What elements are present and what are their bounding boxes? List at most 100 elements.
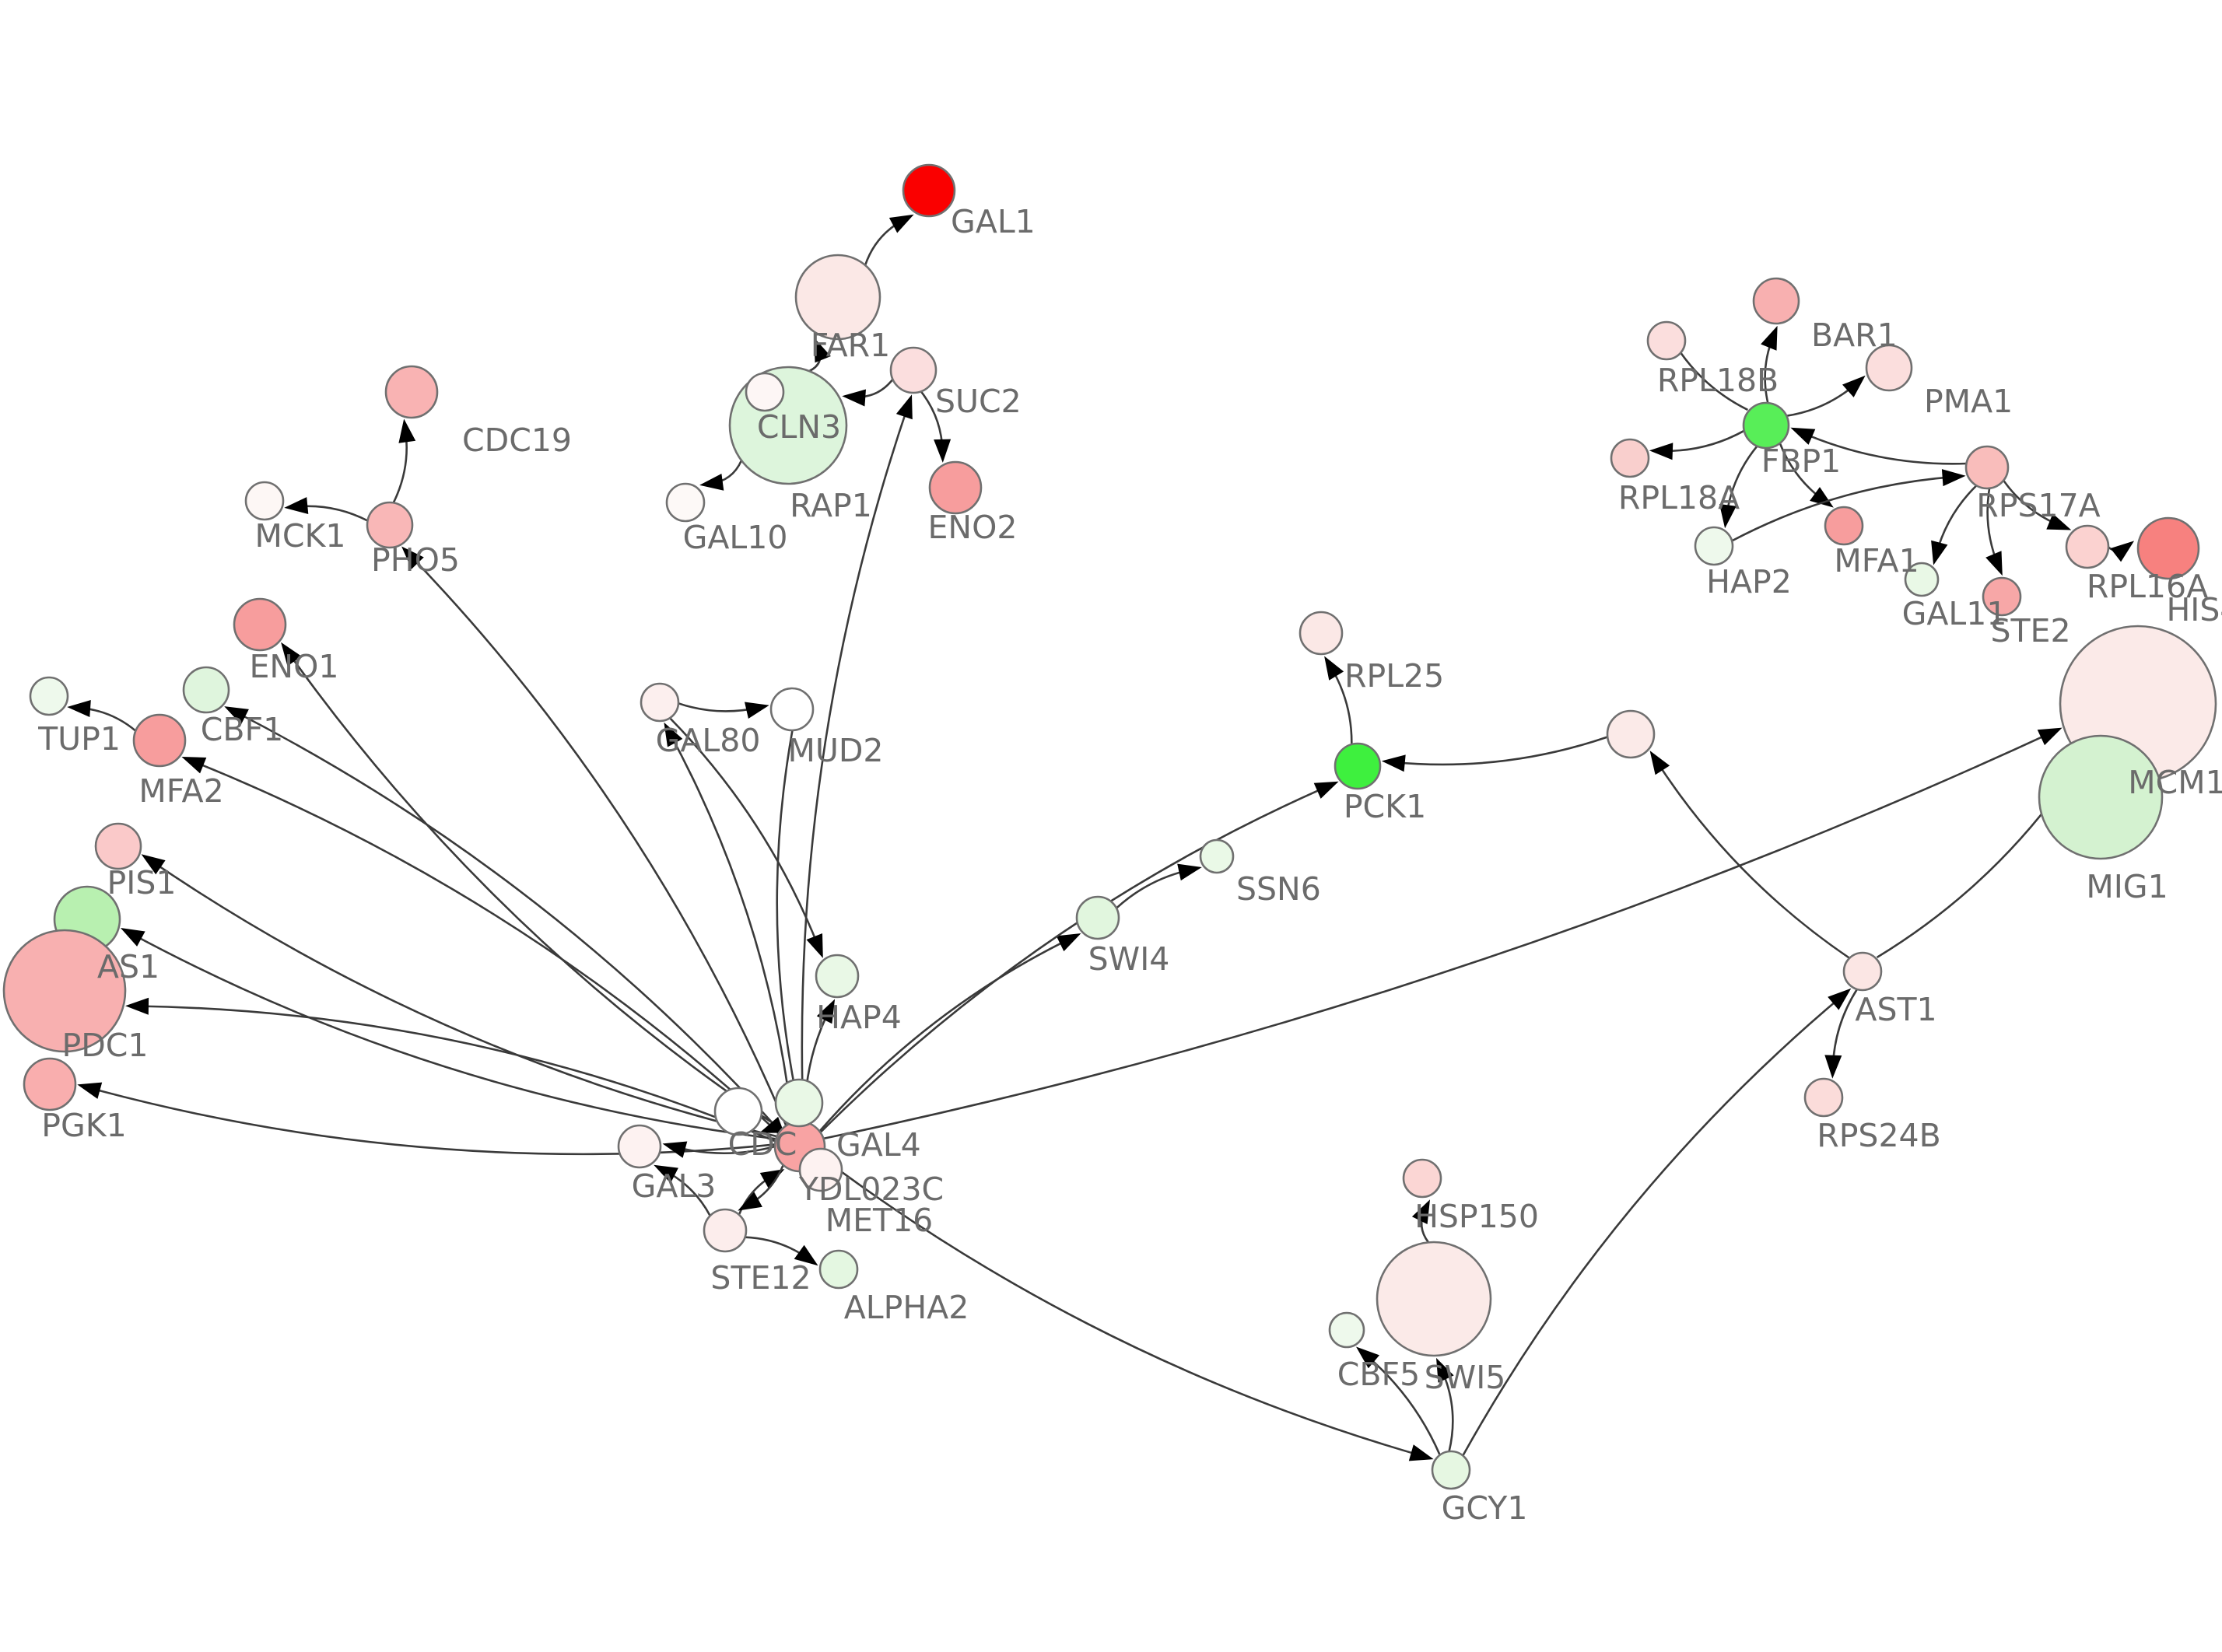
node-layer (2, 163, 2217, 1490)
gene-label-pdc1: PDC1 (61, 1027, 148, 1064)
network-edge (776, 730, 801, 1110)
edge-arrowhead (1985, 551, 2003, 576)
edge-arrowhead (1761, 325, 1778, 351)
gene-node-ssn6[interactable] (1199, 838, 1235, 874)
edge-arrowhead (1719, 504, 1737, 529)
edge-arrowhead (141, 854, 166, 875)
gene-node[interactable] (774, 1078, 824, 1128)
gene-node-hsp150[interactable] (1402, 1158, 1442, 1199)
gene-node-rps24b[interactable] (1803, 1077, 1844, 1118)
gene-node-rpl18b[interactable] (1646, 320, 1687, 361)
network-edge (286, 650, 783, 1130)
gene-label-pma1: PMA1 (1924, 383, 2013, 420)
gene-node-rpl18a[interactable] (1610, 438, 1650, 478)
network-edge (149, 859, 777, 1138)
gene-node-swi4[interactable] (1075, 895, 1120, 940)
gene-node-suc2[interactable] (889, 346, 938, 394)
gene-label-mck1: MCK1 (255, 517, 346, 555)
edge-arrowhead (1941, 469, 1966, 487)
gene-node-pma1[interactable] (1865, 344, 1913, 392)
gene-node-mfa2[interactable] (132, 713, 187, 768)
gene-label-alpha2: ALPHA2 (844, 1289, 969, 1326)
gene-label-gal1: GAL1 (951, 203, 1036, 240)
edge-arrowhead (1828, 988, 1852, 1010)
network-edge (1462, 994, 1844, 1457)
gene-label-mig1: MIG1 (2086, 868, 2168, 905)
edge-arrowhead (284, 497, 309, 514)
edge-arrowhead (1810, 487, 1834, 508)
gene-node-gal80[interactable] (640, 682, 680, 723)
edge-arrowhead (2046, 513, 2072, 530)
gene-label-ste2: STE2 (1990, 612, 2070, 649)
edge-arrowhead (120, 928, 145, 947)
gene-label-gcy1: GCY1 (1442, 1489, 1528, 1527)
network-edge (135, 1005, 776, 1143)
gene-node-alpha2[interactable] (818, 1249, 859, 1290)
gene-node-tup1[interactable] (29, 676, 69, 716)
gene-node-rpl16a[interactable] (2065, 524, 2110, 569)
gene-node-mck1[interactable] (244, 481, 285, 521)
gene-node-pho5[interactable] (366, 501, 414, 549)
gene-node-pgk1[interactable] (23, 1057, 77, 1111)
gene-node-rps17a[interactable] (1964, 445, 2010, 490)
gene-label-swi4: SWI4 (1088, 940, 1170, 978)
edge-arrowhead (1842, 375, 1866, 397)
gene-label-mfa2: MFA2 (138, 772, 223, 810)
gene-node-cbf1[interactable] (182, 666, 230, 714)
gene-label-mfa1: MFA1 (1834, 542, 1919, 579)
gene-node-far1[interactable] (794, 254, 881, 341)
gene-node-swi5[interactable] (1376, 1241, 1492, 1357)
network-edge (1363, 1353, 1441, 1456)
edge-arrowhead (1649, 443, 1674, 460)
gene-node-ste2[interactable] (1982, 576, 2022, 617)
gene-node-gal1[interactable] (902, 163, 956, 218)
gene-node-pdc1[interactable] (2, 929, 127, 1053)
gene-node-his4[interactable] (2136, 516, 2200, 580)
gene-label-cbf1: CBF1 (201, 711, 283, 748)
gene-node-mud2[interactable] (769, 687, 815, 732)
gene-label-hsp150: HSP150 (1414, 1198, 1539, 1235)
gene-label-rps17a: RPS17A (1976, 487, 2100, 524)
gene-node-hap2[interactable] (1694, 526, 1734, 566)
gene-node-mfa1[interactable] (1824, 506, 1864, 546)
gene-label-bar1: BAR1 (1811, 317, 1898, 354)
gene-node-gal11[interactable] (1904, 562, 1940, 597)
network-edge (191, 759, 780, 1134)
gene-label-ast1: AST1 (1855, 991, 1936, 1028)
gene-node-cdc19[interactable] (384, 365, 439, 419)
edge-arrowhead (1324, 656, 1344, 681)
gene-node-rpl25[interactable] (1299, 611, 1344, 656)
gene-node-rap1[interactable] (745, 372, 785, 412)
edge-arrowhead (77, 1082, 103, 1099)
gene-node[interactable] (1606, 709, 1656, 759)
gene-node-gcy1[interactable] (1431, 1450, 1471, 1490)
gene-node-ste12[interactable] (703, 1208, 748, 1253)
gene-label-met16: MET16 (825, 1202, 934, 1239)
gene-node-pis1[interactable] (94, 822, 142, 870)
gene-node-ast1[interactable] (1842, 951, 1883, 992)
edge-arrowhead (1790, 427, 1816, 445)
gene-label-rpl25: RPL25 (1344, 657, 1444, 695)
gene-label-far1: FAR1 (811, 327, 890, 364)
gene-label-rap1: RAP1 (790, 487, 872, 524)
gene-node-eno2[interactable] (928, 460, 983, 515)
gene-node-cdc[interactable] (713, 1087, 763, 1136)
edge-arrowhead (2037, 727, 2063, 746)
gene-node-ydl023c[interactable] (798, 1147, 843, 1192)
gene-label-eno2: ENO2 (928, 509, 1018, 546)
gene-node-gal10[interactable] (665, 482, 706, 523)
network-edge (1655, 759, 1850, 959)
gene-node-pck1[interactable] (1334, 742, 1382, 790)
gene-node-fbp1[interactable] (1742, 401, 1790, 450)
gene-label-pho5: PHO5 (371, 541, 460, 579)
gene-node-cbf5[interactable] (1328, 1311, 1365, 1349)
edge-arrowhead (934, 439, 952, 463)
gene-node-hap4[interactable] (815, 954, 860, 999)
gene-label-his4: HIS4 (2166, 591, 2222, 628)
gene-node-mig1[interactable] (2038, 734, 2164, 860)
gene-node-eno1[interactable] (233, 597, 287, 652)
gene-label-ydl023c: YDL023C (798, 1171, 944, 1208)
gene-node-gal3[interactable] (617, 1124, 662, 1169)
gene-node-bar1[interactable] (1752, 277, 1800, 325)
edge-arrowhead (1313, 781, 1339, 799)
